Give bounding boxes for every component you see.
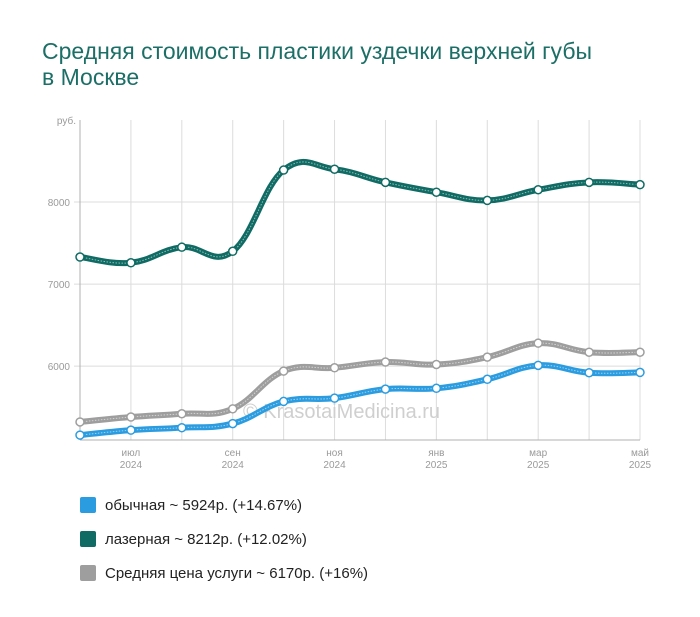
- x-tick-label-year: 2024: [323, 460, 346, 471]
- data-point-regular: [380, 384, 391, 394]
- data-point-regular: [482, 374, 493, 385]
- data-point-regular: [126, 425, 136, 435]
- x-tick-label-year: 2025: [629, 460, 652, 471]
- data-point-laser: [126, 258, 136, 268]
- data-point-laser: [431, 187, 442, 197]
- x-tick-label-month: май: [631, 448, 649, 459]
- legend-swatch-laser: [80, 531, 96, 547]
- legend-label-average: Средняя цена услуги ~ 6170р. (+16%): [105, 564, 369, 582]
- data-point-average: [75, 417, 85, 427]
- x-tick-label-month: мар: [529, 448, 547, 459]
- x-tick-label-year: 2024: [120, 460, 143, 471]
- data-point-regular: [227, 418, 238, 429]
- legend: обычная ~ 5924р. (+14.67%) лазерная ~ 82…: [80, 488, 368, 590]
- axes: руб.600070008000июл2024сен2024ноя2024янв…: [48, 115, 652, 471]
- data-point-regular: [177, 422, 187, 433]
- y-tick-label: 8000: [48, 198, 71, 209]
- series-regular: [75, 360, 645, 440]
- x-tick-label-year: 2025: [527, 460, 550, 471]
- x-tick-label-year: 2025: [425, 460, 448, 471]
- data-point-average: [177, 408, 187, 419]
- data-point-average: [278, 366, 289, 376]
- data-point-regular: [533, 360, 543, 371]
- data-point-regular: [431, 383, 442, 394]
- x-tick-label-year: 2024: [222, 460, 245, 471]
- data-point-average: [126, 412, 136, 422]
- y-tick-label: 7000: [48, 280, 71, 291]
- series-laser: [75, 158, 645, 268]
- y-tick-label: 6000: [48, 362, 71, 373]
- data-point-laser: [380, 177, 391, 188]
- x-tick-label-month: сен: [225, 448, 241, 459]
- data-point-average: [533, 338, 543, 348]
- legend-item-regular[interactable]: обычная ~ 5924р. (+14.67%): [80, 488, 368, 522]
- watermark-text: © KrasotaiMedicina.ru: [243, 401, 440, 423]
- data-point-average: [482, 352, 493, 362]
- y-axis-unit-label: руб.: [57, 115, 76, 127]
- series-line-texture: [79, 364, 641, 436]
- data-point-laser: [482, 195, 493, 206]
- x-tick-label-month: июл: [122, 448, 141, 459]
- x-tick-label-month: ноя: [326, 448, 343, 459]
- data-point-laser: [177, 242, 187, 252]
- series-line-texture: [79, 342, 641, 423]
- data-point-average: [227, 404, 238, 414]
- data-point-laser: [227, 246, 238, 257]
- data-point-average: [329, 363, 340, 373]
- data-point-regular: [278, 396, 289, 407]
- legend-label-laser: лазерная ~ 8212р. (+12.02%): [105, 530, 307, 548]
- data-point-laser: [329, 164, 340, 174]
- data-point-laser: [584, 177, 594, 188]
- data-point-average: [431, 359, 442, 370]
- legend-item-laser[interactable]: лазерная ~ 8212р. (+12.02%): [80, 522, 368, 556]
- data-point-regular: [75, 430, 85, 440]
- data-point-average: [380, 357, 391, 367]
- data-point-laser: [533, 184, 543, 195]
- data-point-regular: [329, 393, 340, 403]
- series-line-laser: [77, 158, 643, 267]
- data-point-average: [584, 347, 594, 357]
- series-average: [75, 338, 645, 427]
- legend-label-regular: обычная ~ 5924р. (+14.67%): [105, 496, 303, 514]
- data-point-regular: [584, 367, 594, 378]
- legend-swatch-regular: [80, 497, 96, 513]
- legend-swatch-average: [80, 565, 96, 581]
- data-point-laser: [635, 179, 645, 190]
- chart-title: Средняя стоимость пластики уздечки верхн…: [42, 38, 593, 90]
- data-point-laser: [75, 252, 85, 262]
- legend-item-average[interactable]: Средняя цена услуги ~ 6170р. (+16%): [80, 556, 368, 590]
- x-tick-label-month: янв: [428, 448, 444, 459]
- data-point-regular: [635, 367, 645, 378]
- series: [75, 158, 645, 440]
- data-point-laser: [278, 165, 289, 175]
- data-point-average: [635, 347, 645, 357]
